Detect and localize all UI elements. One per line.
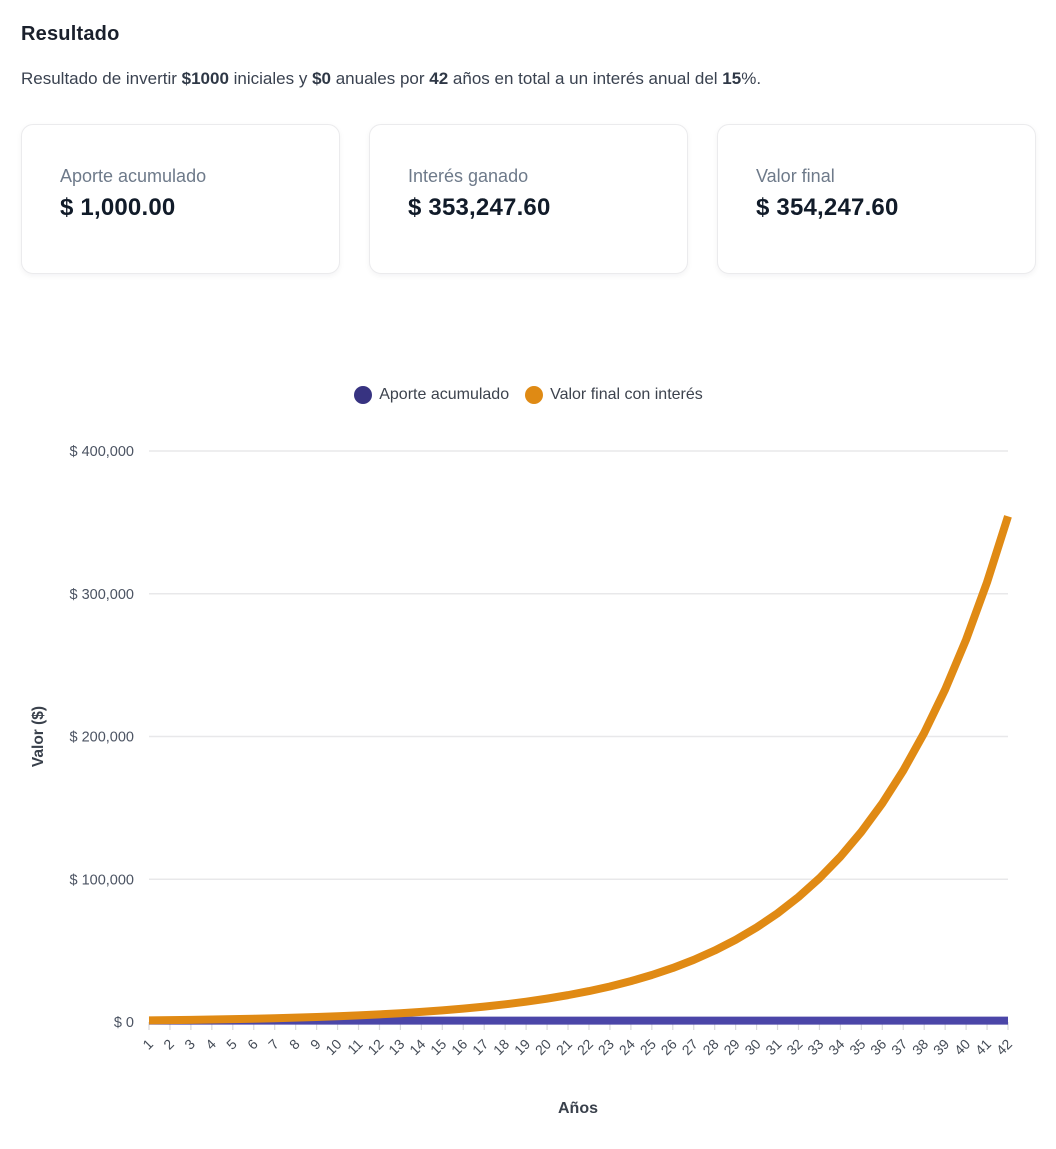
x-tick-label: 17 (469, 1036, 491, 1058)
card-value: $ 354,247.60 (756, 193, 899, 221)
x-tick-label: 31 (762, 1036, 784, 1058)
x-axis-title: Años (558, 1099, 598, 1117)
x-tick-label: 26 (658, 1036, 680, 1058)
legend-label: Valor final con interés (550, 385, 703, 403)
y-tick-label: $ 400,000 (69, 444, 134, 460)
card-value: $ 353,247.60 (408, 193, 551, 221)
x-tick-label: 15 (427, 1036, 449, 1058)
x-tick-label: 41 (972, 1036, 994, 1058)
x-tick-label: 38 (909, 1036, 931, 1058)
card-interes-ganado: Interés ganado $ 353,247.60 (369, 123, 688, 274)
legend-item-valor-final[interactable]: Valor final con interés (525, 385, 703, 404)
x-tick-label: 20 (532, 1036, 554, 1058)
x-tick-label: 12 (364, 1036, 386, 1058)
chart: $ 0 $ 100,000 $ 200,000 $ 300,000 $ 400,000 1… (21, 431, 1036, 1118)
x-tick-label: 22 (574, 1036, 596, 1058)
x-tick-label: 18 (490, 1036, 512, 1058)
x-tick-label: 2 (160, 1036, 177, 1053)
x-tick-label: 21 (553, 1036, 575, 1058)
results-section: Resultado Resultado de invertir $1000 in… (21, 23, 1036, 1118)
x-tick-label: 30 (741, 1036, 763, 1058)
x-tick-label: 9 (307, 1036, 324, 1053)
chart-legend: Aporte acumulado Valor final con interés (21, 385, 1036, 405)
card-label: Valor final (756, 165, 835, 186)
summary-cards: Aporte acumulado $ 1,000.00 Interés gana… (21, 123, 1036, 274)
x-tick-label: 16 (448, 1036, 470, 1058)
x-tick-label: 35 (846, 1036, 868, 1058)
card-label: Interés ganado (408, 165, 529, 186)
x-tick-label: 14 (406, 1036, 428, 1058)
x-tick-label: 8 (286, 1036, 303, 1053)
y-tick-label: $ 200,000 (69, 729, 134, 745)
legend-marker-icon (354, 385, 373, 404)
y-tick-label: $ 300,000 (69, 587, 134, 603)
x-tick-label: 32 (783, 1036, 805, 1058)
y-tick-label: $ 0 (114, 1015, 134, 1031)
legend-item-aporte-acumulado[interactable]: Aporte acumulado (354, 385, 510, 404)
x-tick-label: 36 (867, 1036, 889, 1058)
x-tick-label: 5 (223, 1036, 240, 1053)
x-tick-label: 3 (181, 1036, 198, 1053)
card-aporte-acumulado: Aporte acumulado $ 1,000.00 (21, 123, 340, 274)
y-tick-label: $ 100,000 (69, 872, 134, 888)
x-tick-label: 39 (930, 1036, 952, 1058)
card-value: $ 1,000.00 (60, 193, 176, 221)
x-tick-label: 27 (679, 1036, 701, 1058)
x-tick-label: 24 (616, 1036, 638, 1058)
x-tick-label: 10 (322, 1036, 344, 1058)
legend-label: Aporte acumulado (379, 385, 510, 403)
x-tick-label: 6 (244, 1036, 261, 1053)
line-chart-canvas[interactable]: $ 0 $ 100,000 $ 200,000 $ 300,000 $ 400,000 1… (21, 431, 1036, 1076)
x-tick-label: 11 (344, 1036, 366, 1058)
x-tick-label: 23 (595, 1036, 617, 1058)
x-tick-label: 40 (951, 1036, 973, 1058)
x-tick-label: 25 (637, 1036, 659, 1058)
result-description: Resultado de invertir $1000 iniciales y … (21, 69, 762, 88)
card-label: Aporte acumulado (60, 165, 207, 186)
x-tick-label: 42 (993, 1036, 1015, 1058)
x-tick-label: 13 (385, 1036, 407, 1058)
x-tick-label: 29 (720, 1036, 742, 1058)
x-tick-label: 7 (265, 1036, 282, 1053)
card-valor-final: Valor final $ 354,247.60 (717, 123, 1036, 274)
x-tick-label: 19 (511, 1036, 533, 1058)
series-line-valor-final (148, 515, 1012, 1025)
y-axis-title: Valor ($) (30, 706, 47, 767)
x-tick-label: 37 (888, 1036, 910, 1058)
x-tick-label: 33 (804, 1036, 826, 1058)
legend-marker-icon (525, 385, 544, 404)
x-tick-label: 1 (139, 1036, 156, 1053)
x-tick-label: 34 (825, 1036, 847, 1058)
page-title: Resultado (21, 23, 120, 45)
x-tick-label: 28 (699, 1036, 721, 1058)
x-tick-label: 4 (202, 1036, 219, 1053)
